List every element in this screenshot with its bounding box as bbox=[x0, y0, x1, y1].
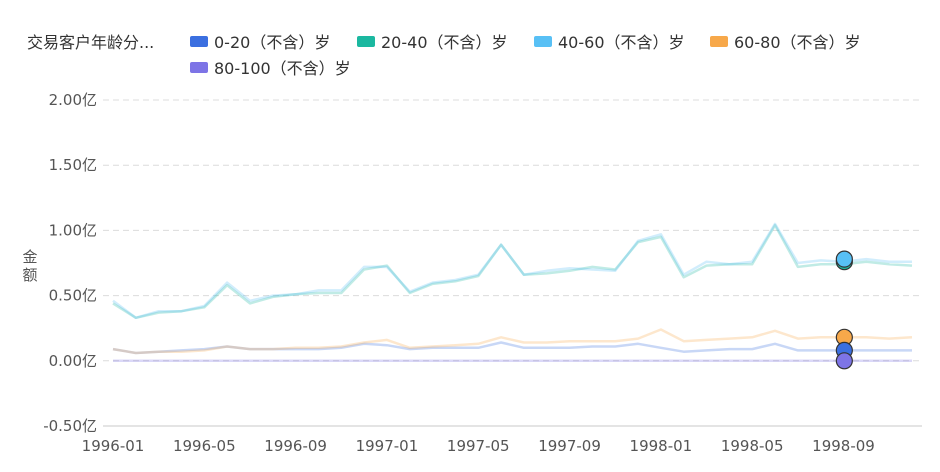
y-tick-label-5: -0.50亿 bbox=[43, 417, 97, 435]
series-line-2[interactable] bbox=[112, 222, 912, 320]
y-tick-label-2: 1.00亿 bbox=[49, 221, 97, 239]
legend-item-1[interactable]: 20-40（不含）岁 bbox=[381, 33, 508, 52]
x-axis: 1996-01 1996-05 1996-09 1997-01 1997-05 1997-… bbox=[82, 425, 922, 455]
legend-swatch-3[interactable] bbox=[710, 36, 728, 47]
grid bbox=[103, 99, 922, 362]
series-lines bbox=[112, 222, 913, 363]
y-axis: 2.00亿 1.50亿 1.00亿 0.50亿 0.00亿 -0.50亿 bbox=[43, 91, 97, 435]
y-axis-label: 金额 bbox=[22, 248, 37, 284]
x-tick-label-5: 1997-09 bbox=[538, 437, 601, 455]
x-tick-label-4: 1997-05 bbox=[447, 437, 510, 455]
series-line-0[interactable] bbox=[112, 341, 912, 355]
y-tick-label-3: 0.50亿 bbox=[49, 287, 97, 305]
legend-item-2[interactable]: 40-60（不含）岁 bbox=[558, 33, 685, 52]
series-line-3[interactable] bbox=[112, 328, 913, 355]
legend-swatch-2[interactable] bbox=[534, 36, 552, 47]
series-line-1[interactable] bbox=[112, 223, 913, 320]
x-tick-label-7: 1998-05 bbox=[721, 437, 784, 455]
series-marker-4[interactable] bbox=[835, 352, 853, 370]
x-tick-label-6: 1998-01 bbox=[630, 437, 693, 455]
legend-title: 交易客户年龄分... bbox=[27, 33, 154, 52]
series-marker-2[interactable] bbox=[835, 250, 853, 268]
y-tick-label-0: 2.00亿 bbox=[49, 91, 97, 109]
legend-swatch-4[interactable] bbox=[190, 62, 208, 73]
y-tick-label-4: 0.00亿 bbox=[49, 352, 97, 370]
legend-swatch-0[interactable] bbox=[190, 36, 208, 47]
legend-item-3[interactable]: 60-80（不含）岁 bbox=[734, 33, 861, 52]
legend-item-4[interactable]: 80-100（不含）岁 bbox=[214, 59, 351, 78]
x-tick-label-1: 1996-05 bbox=[173, 437, 236, 455]
x-tick-label-2: 1996-09 bbox=[264, 437, 327, 455]
legend-swatch-1[interactable] bbox=[357, 36, 375, 47]
hover-markers bbox=[835, 250, 853, 370]
x-tick-label-0: 1996-01 bbox=[82, 437, 145, 455]
x-tick-label-8: 1998-09 bbox=[812, 437, 875, 455]
x-tick-label-3: 1997-01 bbox=[356, 437, 419, 455]
y-tick-label-1: 1.50亿 bbox=[49, 156, 97, 174]
legend: 交易客户年龄分... 0-20（不含）岁 20-40（不含）岁 40-60（不含）岁… bbox=[27, 33, 861, 78]
legend-item-0[interactable]: 0-20（不含）岁 bbox=[214, 33, 330, 52]
